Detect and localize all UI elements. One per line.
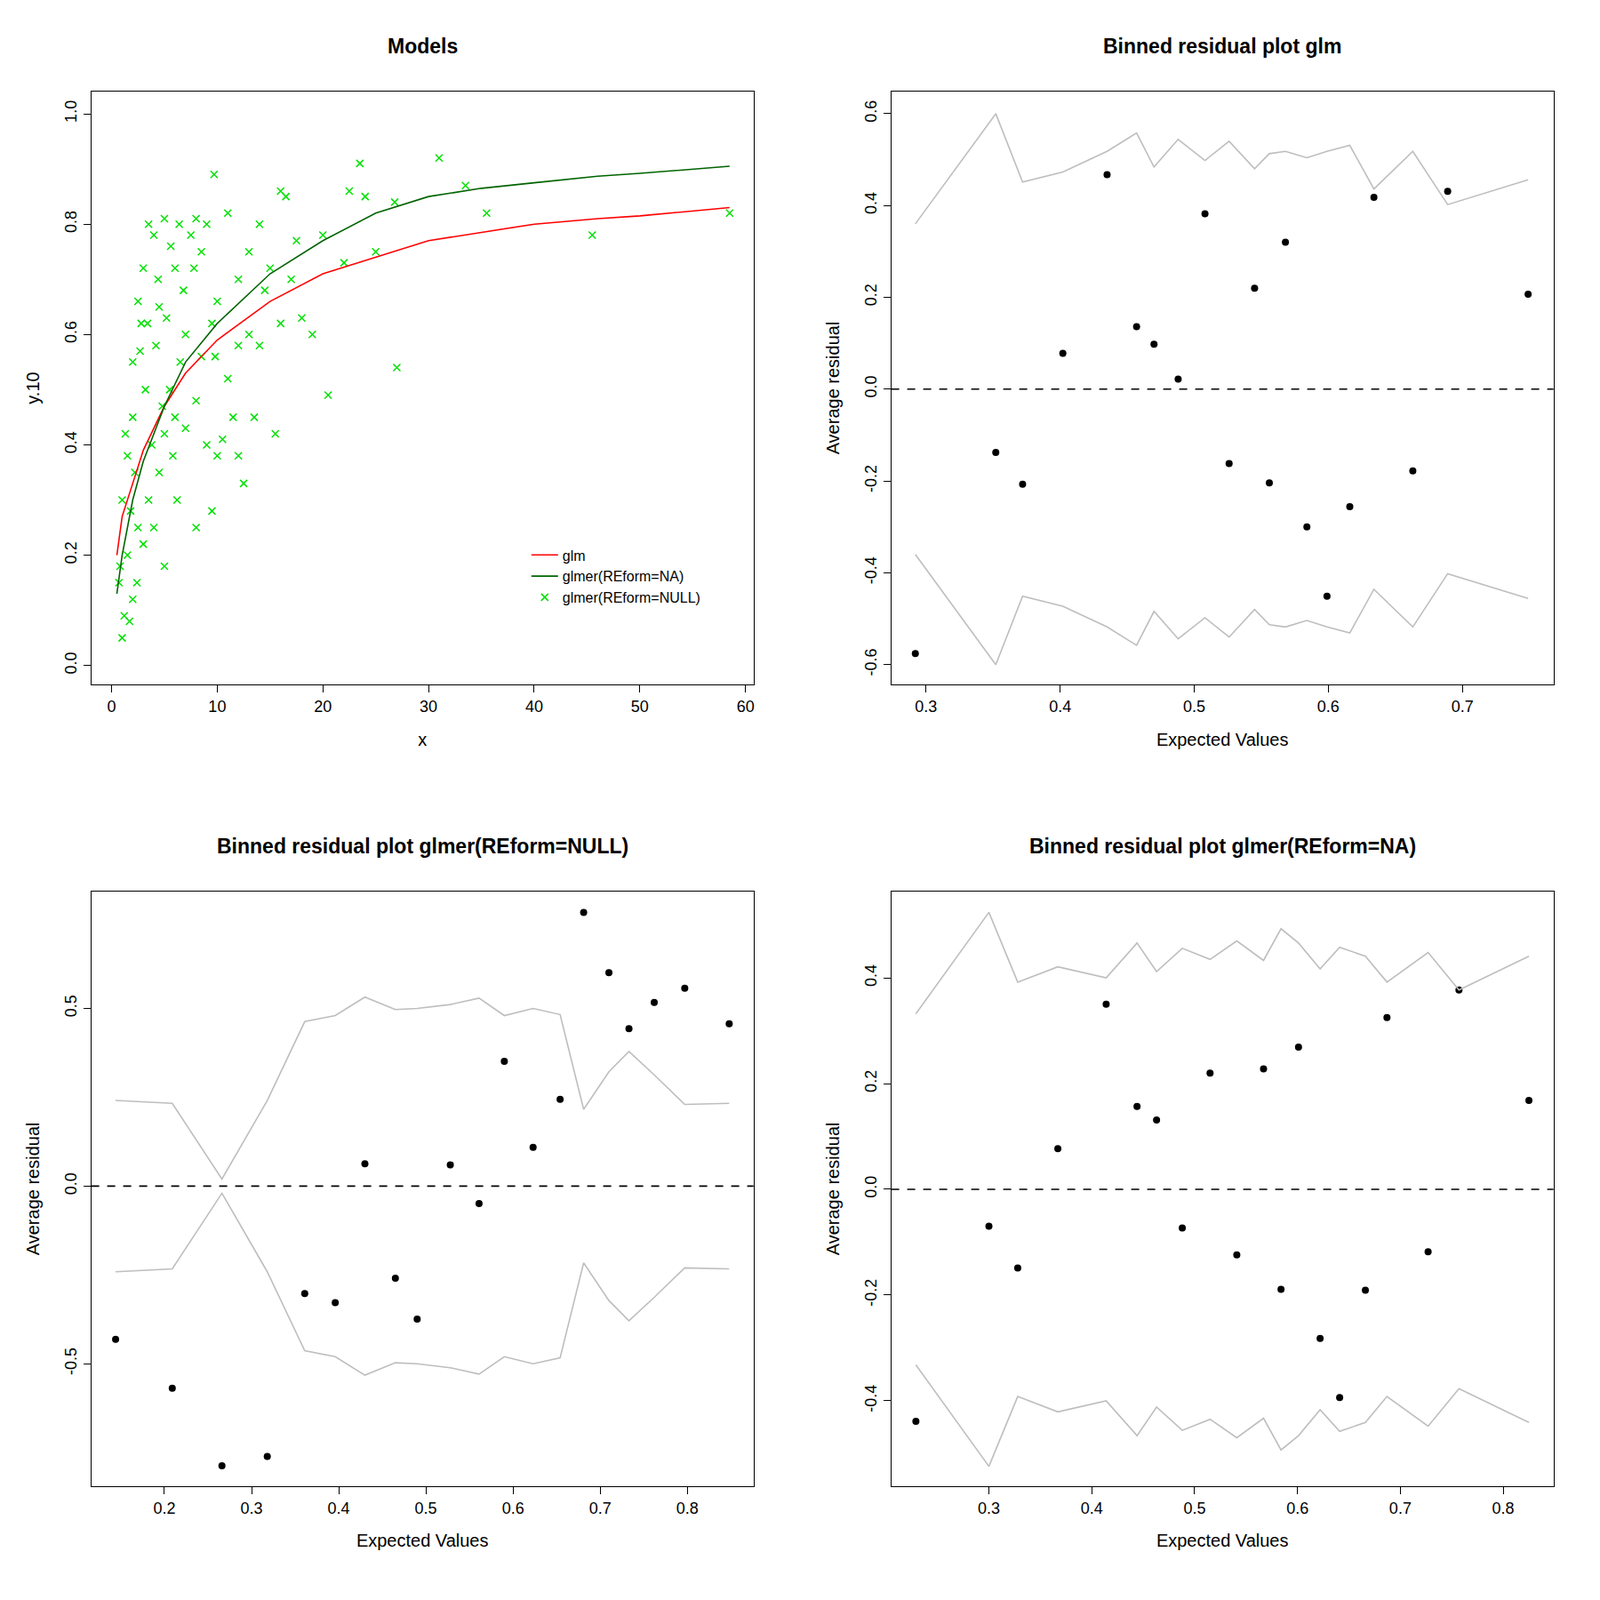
svg-text:0.6: 0.6 — [1317, 697, 1340, 716]
svg-text:0.0: 0.0 — [862, 1176, 880, 1199]
svg-text:10: 10 — [208, 697, 226, 716]
svg-text:Average residual: Average residual — [23, 1122, 43, 1256]
svg-text:0.4: 0.4 — [1080, 1499, 1104, 1518]
svg-text:Binned residual plot glm: Binned residual plot glm — [1103, 34, 1342, 58]
svg-text:0.4: 0.4 — [328, 1499, 351, 1518]
svg-text:glm: glm — [562, 548, 586, 564]
svg-text:x: x — [417, 729, 427, 750]
svg-text:0.7: 0.7 — [589, 1499, 612, 1518]
svg-text:-0.2: -0.2 — [862, 1279, 880, 1307]
svg-text:-0.6: -0.6 — [862, 648, 880, 676]
svg-text:0.8: 0.8 — [62, 210, 80, 233]
svg-text:0.5: 0.5 — [1183, 1499, 1206, 1518]
svg-text:0.7: 0.7 — [1451, 697, 1474, 716]
svg-text:0.3: 0.3 — [914, 697, 937, 716]
svg-text:0.0: 0.0 — [862, 376, 880, 399]
svg-text:-0.4: -0.4 — [862, 1384, 880, 1413]
svg-text:Average residual: Average residual — [823, 1122, 843, 1256]
svg-text:1.0: 1.0 — [62, 100, 80, 123]
svg-text:0.5: 0.5 — [415, 1499, 438, 1518]
svg-text:0.4: 0.4 — [62, 431, 80, 454]
svg-text:0.5: 0.5 — [1183, 697, 1206, 716]
svg-text:60: 60 — [736, 697, 755, 716]
svg-text:-0.5: -0.5 — [62, 1347, 80, 1376]
svg-text:0.3: 0.3 — [977, 1499, 1000, 1518]
svg-text:0.0: 0.0 — [62, 1172, 80, 1195]
svg-text:0.4: 0.4 — [862, 192, 880, 215]
svg-text:0.4: 0.4 — [862, 964, 880, 987]
svg-text:0.6: 0.6 — [1286, 1499, 1309, 1518]
svg-text:0.8: 0.8 — [1492, 1499, 1515, 1518]
svg-text:0: 0 — [107, 697, 117, 716]
svg-text:0.2: 0.2 — [152, 1499, 176, 1518]
svg-text:0.6: 0.6 — [502, 1499, 525, 1518]
svg-text:Expected Values: Expected Values — [1156, 1530, 1289, 1551]
svg-text:-0.4: -0.4 — [862, 556, 880, 584]
svg-text:0.0: 0.0 — [62, 651, 80, 674]
svg-text:30: 30 — [419, 697, 438, 716]
svg-text:0.4: 0.4 — [1048, 697, 1072, 716]
svg-text:0.3: 0.3 — [240, 1499, 264, 1518]
svg-text:-0.2: -0.2 — [862, 464, 880, 493]
svg-text:Binned residual plot glmer(REf: Binned residual plot glmer(REform=NA) — [1029, 834, 1416, 858]
svg-text:glmer(REform=NA): glmer(REform=NA) — [562, 568, 684, 584]
svg-text:Binned residual plot glmer(REf: Binned residual plot glmer(REform=NULL) — [216, 834, 629, 858]
svg-text:Average residual: Average residual — [823, 321, 843, 456]
svg-text:0.6: 0.6 — [62, 320, 80, 344]
svg-text:0.2: 0.2 — [862, 1070, 880, 1093]
svg-text:0.8: 0.8 — [676, 1499, 699, 1518]
svg-text:0.7: 0.7 — [1389, 1499, 1412, 1518]
svg-text:Expected Values: Expected Values — [356, 1530, 489, 1551]
svg-text:0.5: 0.5 — [62, 994, 80, 1017]
svg-text:glmer(REform=NULL): glmer(REform=NULL) — [562, 590, 701, 606]
svg-text:Models: Models — [387, 34, 458, 58]
svg-text:y.10: y.10 — [23, 371, 43, 404]
svg-text:0.2: 0.2 — [62, 541, 80, 564]
svg-text:Expected Values: Expected Values — [1156, 729, 1289, 750]
svg-text:0.6: 0.6 — [862, 100, 880, 123]
svg-text:50: 50 — [631, 697, 649, 716]
svg-text:20: 20 — [313, 697, 332, 716]
svg-text:40: 40 — [525, 697, 544, 716]
svg-text:0.2: 0.2 — [862, 283, 880, 306]
